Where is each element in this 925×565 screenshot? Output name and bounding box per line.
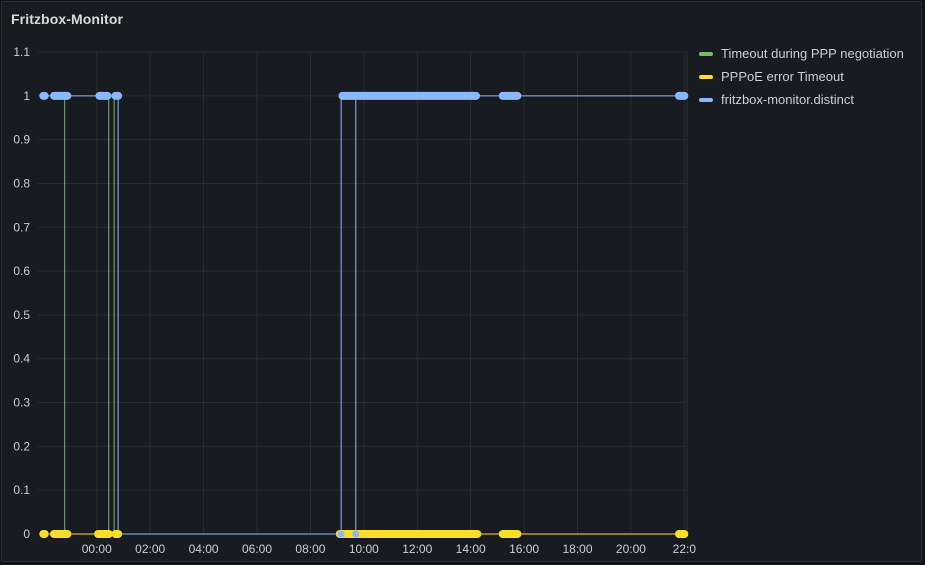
x-tick-label: 02:00 [135,542,165,556]
y-tick-label: 0.3 [13,396,30,410]
legend-swatch-blue [699,97,713,102]
series-point-distinct-zero [352,530,360,538]
y-tick-label: 0.9 [13,133,30,147]
x-tick-label: 00:00 [82,542,112,556]
series-pppoe-timeout [39,530,689,538]
x-tick-label: 04:00 [189,542,219,556]
x-tick-label: 20:00 [616,542,646,556]
y-tick-label: 0.4 [13,352,30,366]
legend-label: fritzbox-monitor.distinct [721,92,854,107]
legend-item-timeout-ppp[interactable]: Timeout during PPP negotiation [699,42,904,65]
x-tick-label: 10:00 [349,542,379,556]
y-tick-label: 0.5 [13,308,30,322]
chart-grid [38,51,688,535]
panel-title[interactable]: Fritzbox-Monitor [11,11,124,27]
series-timeout-ppp [64,95,115,534]
x-axis: 00:00 02:00 04:00 06:00 08:00 10:00 12:00 14:00… [82,542,697,556]
y-axis: 0 0.1 0.2 0.3 0.4 0.5 0.6 0.7 0.8 0.9 1 1.1 [13,45,30,541]
legend-item-pppoe-timeout[interactable]: PPPoE error Timeout [699,65,904,88]
x-tick-label: 22:0 [673,542,697,556]
legend-label: PPPoE error Timeout [721,69,844,84]
legend-label: Timeout during PPP negotiation [721,46,904,61]
legend-swatch-green [699,51,713,56]
y-tick-label: 1 [23,89,30,103]
x-tick-label: 12:00 [402,542,432,556]
x-tick-label: 16:00 [509,542,539,556]
x-tick-label: 14:00 [456,542,486,556]
y-tick-label: 0.8 [13,176,30,190]
y-tick-label: 0.7 [13,220,30,234]
y-tick-label: 0.1 [13,483,30,497]
y-tick-label: 0.2 [13,439,30,453]
legend: Timeout during PPP negotiation PPPoE err… [699,42,904,111]
x-tick-label: 06:00 [242,542,272,556]
x-tick-label: 08:00 [295,542,325,556]
y-tick-label: 0 [23,527,30,541]
legend-swatch-yellow [699,74,713,79]
y-tick-label: 1.1 [13,45,30,59]
series-distinct [39,91,689,535]
x-tick-label: 18:00 [562,542,592,556]
series-point-distinct-zero [337,530,345,538]
y-tick-label: 0.6 [13,264,30,278]
legend-item-distinct[interactable]: fritzbox-monitor.distinct [699,88,904,111]
